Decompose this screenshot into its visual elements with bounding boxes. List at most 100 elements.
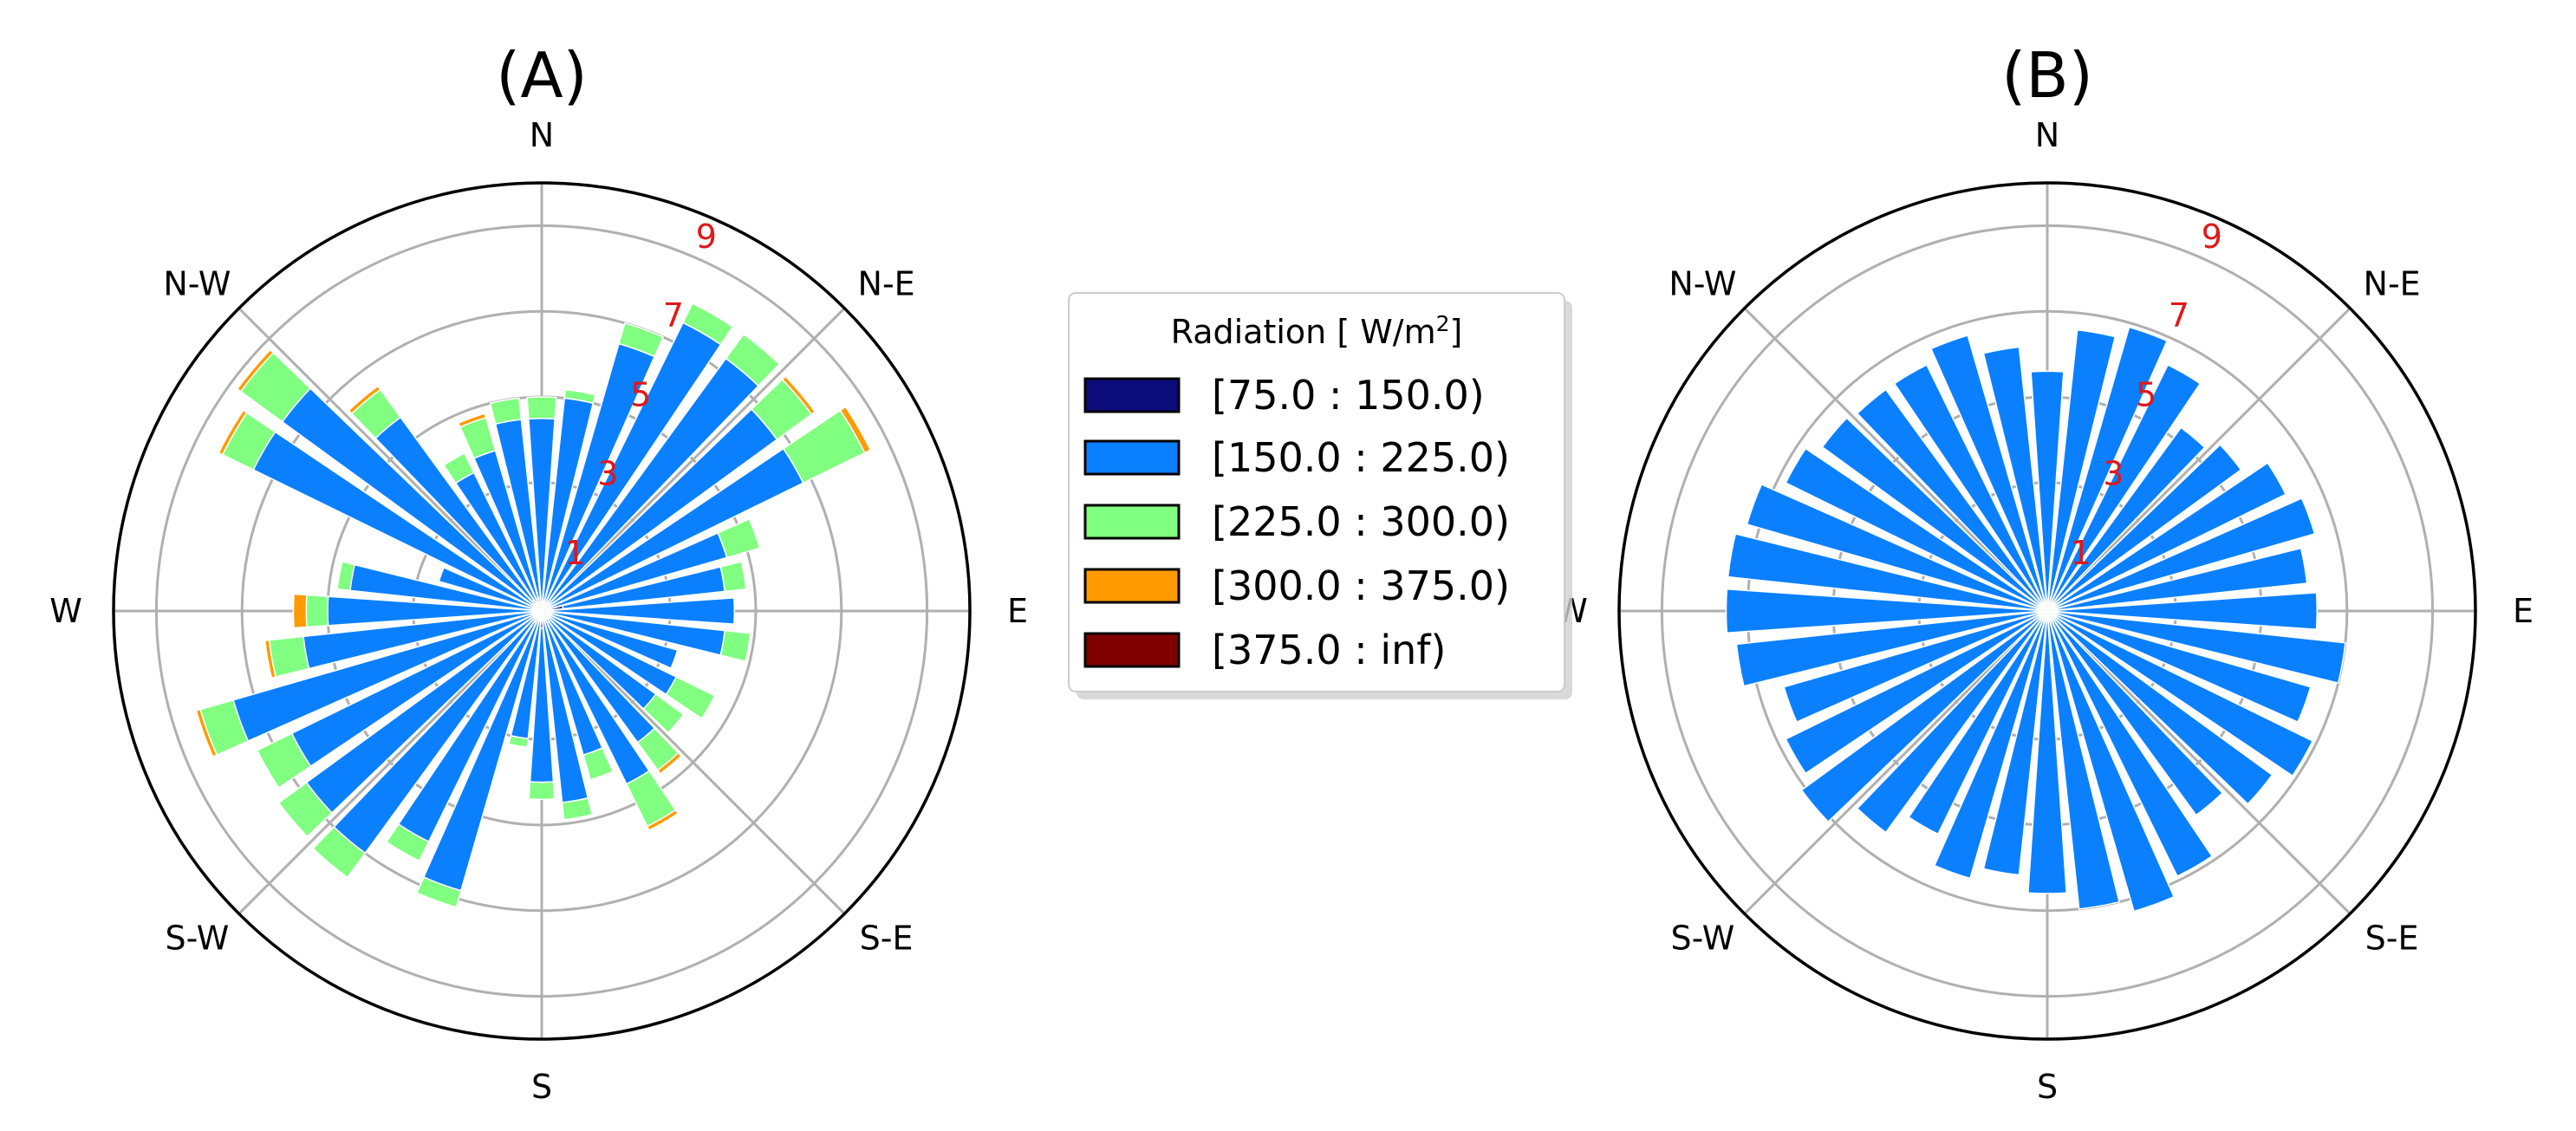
bar-dir-260-bin-2 xyxy=(268,635,310,678)
bar-dir-20-bin-2 xyxy=(618,322,665,358)
bar-dir-70-bin-1 xyxy=(2046,497,2316,612)
dir-label-s: S xyxy=(531,1068,552,1106)
legend-swatch-0 xyxy=(1083,377,1181,413)
grid-spoke-5 xyxy=(1743,609,2049,915)
windrose-panel-b: (B) E N-E N N-W W S-W S S-E 1 3 5 7 9 xyxy=(1555,39,2534,1106)
legend-title-text: Radiation xyxy=(1171,313,1327,351)
outer-frame xyxy=(1617,181,2477,1041)
dir-label-sw: S-W xyxy=(165,920,229,958)
ring-label-5: 5 xyxy=(2136,375,2156,413)
bar-dir-310-bin-3 xyxy=(236,348,275,393)
bar-dir-200-bin-1 xyxy=(1933,610,2048,880)
legend-entry-3: [300.0 : 375.0) xyxy=(1212,562,1510,609)
bar-dir-120-bin-1 xyxy=(2046,610,2314,777)
bar-dir-320-bin-3 xyxy=(348,385,381,415)
bar-dir-290-bin-1 xyxy=(438,566,543,612)
bar-dir-130-bin-2 xyxy=(642,693,685,734)
bar-dir-90-bin-1 xyxy=(541,597,736,625)
bar-dir-60-bin-1 xyxy=(2046,462,2287,612)
bar-dir-190-bin-1 xyxy=(1982,610,2048,876)
legend-swatch-3 xyxy=(1083,568,1181,604)
grid-spoke-1 xyxy=(2046,307,2352,613)
panel-b-frame xyxy=(1617,181,2477,1041)
bar-dir-20-bin-1 xyxy=(2046,326,2169,612)
bar-dir-70-bin-2 xyxy=(717,517,761,559)
bar-dir-270-bin-3 xyxy=(292,593,308,629)
ring-label-9: 9 xyxy=(2202,218,2222,256)
bar-dir-210-bin-2 xyxy=(385,822,430,862)
ring-label-3: 3 xyxy=(597,455,618,493)
bar-dir-80-bin-2 xyxy=(719,561,747,593)
legend-title-unit: [ W/m xyxy=(1326,313,1435,351)
bar-dir-0-bin-2 xyxy=(526,396,557,420)
bar-dir-110-bin-1 xyxy=(541,610,679,670)
bar-dir-160-bin-2 xyxy=(582,747,615,781)
dir-label-sw: S-W xyxy=(1670,920,1734,958)
bar-dir-220-bin-1 xyxy=(1856,610,2048,834)
bar-dir-290-bin-1 xyxy=(1746,483,2048,612)
grid-spoke-3 xyxy=(2046,609,2352,915)
bar-dir-30-bin-1 xyxy=(2046,364,2202,612)
bar-dir-350-bin-1 xyxy=(1982,346,2048,612)
bar-dir-80-bin-1 xyxy=(2046,547,2308,612)
legend-entry-4: [375.0 : inf) xyxy=(1212,627,1446,673)
bar-dir-280-bin-2 xyxy=(336,561,356,592)
bar-dir-270-bin-1 xyxy=(1725,588,2048,634)
dir-label-se: S-E xyxy=(2365,920,2419,958)
grid-spoke-7 xyxy=(1743,307,2049,613)
bar-dir-180-bin-1 xyxy=(2027,610,2067,894)
bar-dir-300-bin-3 xyxy=(218,409,248,456)
bar-dir-340-bin-1 xyxy=(1929,335,2048,612)
bar-dir-260-bin-3 xyxy=(263,639,277,679)
dir-label-se: S-E xyxy=(860,920,914,958)
bar-dir-60-bin-3 xyxy=(839,406,872,454)
bar-dir-270-bin-2 xyxy=(305,594,329,628)
bar-dir-110-bin-1 xyxy=(2046,610,2312,724)
bar-dir-130-bin-1 xyxy=(2046,610,2274,805)
legend-title-close: ] xyxy=(1450,313,1463,351)
bar-dir-140-bin-3 xyxy=(656,751,683,775)
ring-label-1: 1 xyxy=(565,534,586,572)
panel-a-title: (A) xyxy=(496,39,587,112)
bar-dir-40-bin-2 xyxy=(725,333,781,387)
legend-title-superscript: 2 xyxy=(1436,311,1450,336)
ring-label-3: 3 xyxy=(2103,455,2124,493)
bar-dir-100-bin-2 xyxy=(719,629,751,663)
bar-dir-100-bin-1 xyxy=(2046,610,2346,684)
legend: Radiation [ W/m2] [75.0 : 150.0) [150.0 … xyxy=(1068,292,1572,699)
bar-dir-200-bin-2 xyxy=(415,876,462,908)
bar-dir-150-bin-1 xyxy=(2046,610,2214,878)
bar-dir-120-bin-2 xyxy=(665,676,716,720)
grid-spoke-3 xyxy=(540,609,846,915)
ring-label-9: 9 xyxy=(696,218,717,256)
bar-dir-180-bin-2 xyxy=(528,781,556,801)
panel-b-title: (B) xyxy=(2001,39,2093,112)
bar-dir-230-bin-1 xyxy=(1800,610,2048,823)
dir-label-ne: N-E xyxy=(2364,264,2421,302)
legend-box xyxy=(1068,292,1565,692)
panel-a-bars xyxy=(195,302,872,908)
legend-title: Radiation [ W/m2] xyxy=(1171,311,1463,351)
bar-dir-240-bin-2 xyxy=(256,732,312,789)
bar-dir-0-bin-1 xyxy=(2030,370,2065,612)
dir-label-ne: N-E xyxy=(858,264,915,302)
bar-dir-170-bin-1 xyxy=(2046,610,2120,910)
bar-dir-230-bin-2 xyxy=(277,781,334,838)
legend-entry-1: [150.0 : 225.0) xyxy=(1212,434,1510,481)
dir-label-nw: N-W xyxy=(1669,264,1736,302)
bar-dir-250-bin-1 xyxy=(1783,610,2048,724)
grid-spoke-1 xyxy=(540,307,846,613)
bar-dir-350-bin-2 xyxy=(489,397,523,426)
bar-dir-190-bin-2 xyxy=(508,734,530,749)
legend-entry-2: [225.0 : 300.0) xyxy=(1212,498,1510,545)
legend-swatch-1 xyxy=(1083,439,1181,476)
bar-dir-330-bin-1 xyxy=(1893,364,2048,612)
bar-dir-280-bin-1 xyxy=(1727,533,2048,612)
bar-dir-160-bin-1 xyxy=(2046,610,2176,913)
dir-label-nw: N-W xyxy=(163,264,231,302)
bar-dir-30-bin-2 xyxy=(681,302,734,346)
outer-frame xyxy=(112,181,972,1041)
bar-dir-50-bin-3 xyxy=(781,375,816,416)
dir-label-w: W xyxy=(49,592,82,630)
windrose-panel-a: (A) E N-E N N-W W S-W S S-E 1 3 5 7 9 xyxy=(49,39,1028,1106)
